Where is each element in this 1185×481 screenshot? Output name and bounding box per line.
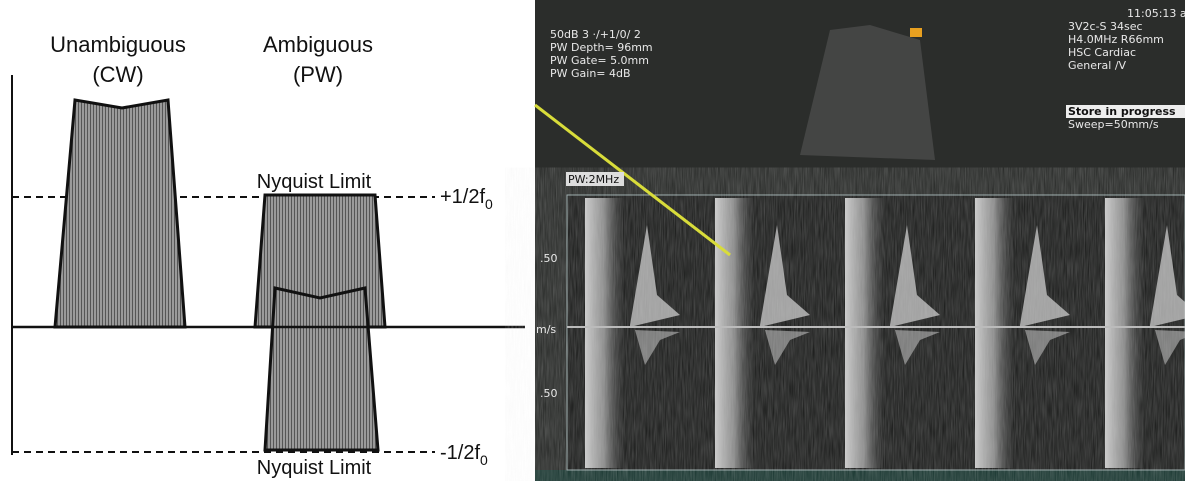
icon — [910, 28, 922, 37]
info-text: 50dB 3 ·/+1/0/ 2 — [550, 28, 641, 41]
pw-spectrum-aliased — [265, 288, 378, 450]
info-text: HSC Cardiac — [1068, 46, 1136, 59]
label: Ambiguous — [263, 32, 373, 57]
label: (CW) — [92, 62, 143, 87]
info-text: 11:05:13 am — [1127, 7, 1185, 20]
info-text: Sweep=50mm/s — [1068, 118, 1159, 131]
mode-label: PW:2MHz — [568, 173, 619, 186]
info-text: 3V2c-S 34sec — [1068, 20, 1143, 33]
label: Nyquist Limit — [257, 457, 372, 479]
spectral-band — [975, 198, 1013, 468]
info-text: PW Gate= 5.0mm — [550, 54, 649, 67]
bottom-bar — [535, 470, 1185, 481]
info-text: H4.0MHz R66mm — [1068, 33, 1164, 46]
spectral-band — [715, 198, 753, 468]
label: Unambiguous — [50, 32, 186, 57]
cw-spectrum — [55, 100, 185, 327]
spectral-band — [1105, 198, 1143, 468]
info-text: Store in progress — [1068, 105, 1176, 118]
label: (PW) — [293, 62, 343, 87]
label: -1/2f0 — [440, 442, 488, 468]
spectral-band — [845, 198, 883, 468]
figure: Unambiguous (CW) Ambiguous (PW) Nyquist … — [0, 0, 1185, 481]
scale-label: .50 — [540, 387, 558, 400]
scale-label: m/s — [536, 323, 556, 336]
info-text: General /V — [1068, 59, 1127, 72]
label: Nyquist Limit — [257, 171, 372, 193]
aliasing-diagram: Unambiguous (CW) Ambiguous (PW) Nyquist … — [12, 32, 525, 479]
scale-label: .50 — [540, 252, 558, 265]
spectral-band — [585, 198, 623, 468]
info-text: PW Gain= 4dB — [550, 67, 631, 80]
info-text: PW Depth= 96mm — [550, 41, 653, 54]
label: +1/2f0 — [440, 186, 493, 212]
